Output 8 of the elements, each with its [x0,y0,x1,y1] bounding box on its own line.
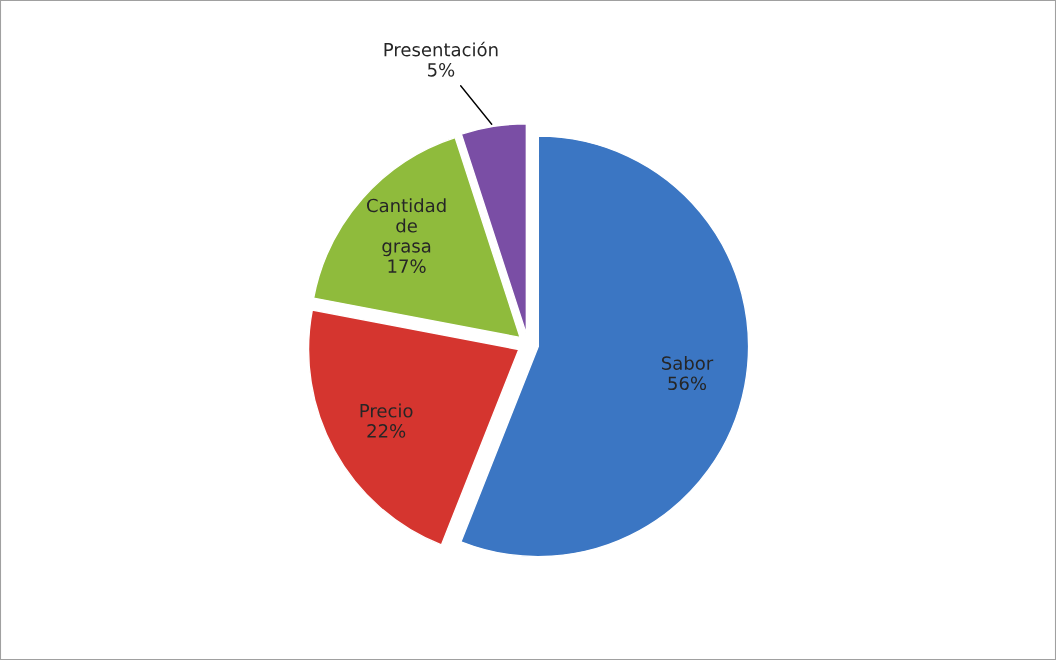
slice-label: Cantidad de grasa [366,198,446,257]
data-label: 56% [668,376,707,391]
slice-label: Precio [360,403,413,418]
slice-label: Sabor [661,355,714,370]
data-label: 17% [388,259,426,273]
data-label: 22% [367,424,406,438]
data-label: 5% [427,63,455,77]
slice-label: Presentación [384,41,498,57]
